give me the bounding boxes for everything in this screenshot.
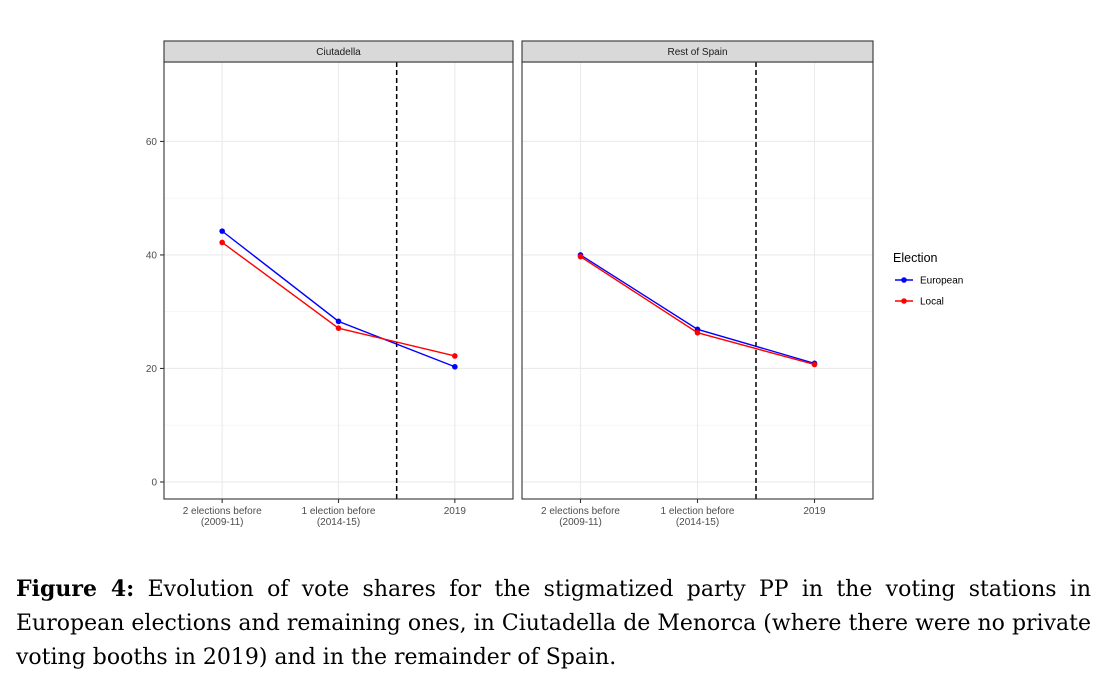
facet-strip — [521, 40, 874, 63]
data-point-local — [452, 353, 458, 359]
data-point-local — [219, 239, 225, 246]
facet-strip — [163, 40, 514, 63]
data-point-european — [335, 318, 342, 325]
legend-key-point — [901, 298, 907, 304]
caption-text: Evolution of vote shares for the stigmat… — [16, 577, 1092, 670]
legend-label-european: European — [920, 276, 963, 287]
series-local — [577, 253, 818, 368]
x-tick-label: 1 election before (2014-15) — [661, 506, 735, 528]
facet-label: Rest of Spain — [667, 47, 727, 58]
y-tick-label: 20 — [146, 364, 158, 375]
figure-caption: Figure 4: Evolution of vote shares for t… — [16, 572, 1091, 675]
data-point-european — [219, 228, 225, 234]
x-tick-label: 2 elections before (2009-11) — [541, 506, 620, 528]
legend-title: Election — [893, 251, 938, 265]
legend-key-point — [901, 277, 907, 283]
data-point-local — [335, 325, 342, 331]
data-point-local — [811, 361, 818, 368]
chart: Ciutadella 2 elections before (2009-11) 1 e… — [146, 40, 963, 528]
panel-ciutadella: Ciutadella 2 elections before (2009-11) 1 e… — [163, 40, 514, 528]
data-point-local — [694, 329, 701, 336]
panel-rest-of-spain: Rest of Spain 2 elections before (2009-11)… — [521, 40, 874, 528]
facet-label: Ciutadella — [316, 47, 361, 58]
x-tick-label: 2 elections before (2009-11) — [183, 506, 262, 528]
legend: Election European Local — [893, 251, 963, 308]
caption-label: Figure 4: — [16, 576, 135, 602]
legend-label-local: Local — [920, 297, 944, 308]
data-point-local — [577, 253, 584, 260]
y-tick-label: 0 — [151, 477, 157, 488]
x-tick-label: 2019 — [444, 506, 467, 517]
series-local — [219, 239, 458, 359]
y-tick-label: 60 — [146, 137, 158, 148]
y-tick-label: 40 — [146, 250, 158, 261]
x-tick-label: 2019 — [803, 506, 826, 517]
x-tick-label: 1 election before (2014-15) — [302, 506, 376, 528]
series-european — [219, 228, 458, 370]
data-point-european — [452, 363, 458, 370]
